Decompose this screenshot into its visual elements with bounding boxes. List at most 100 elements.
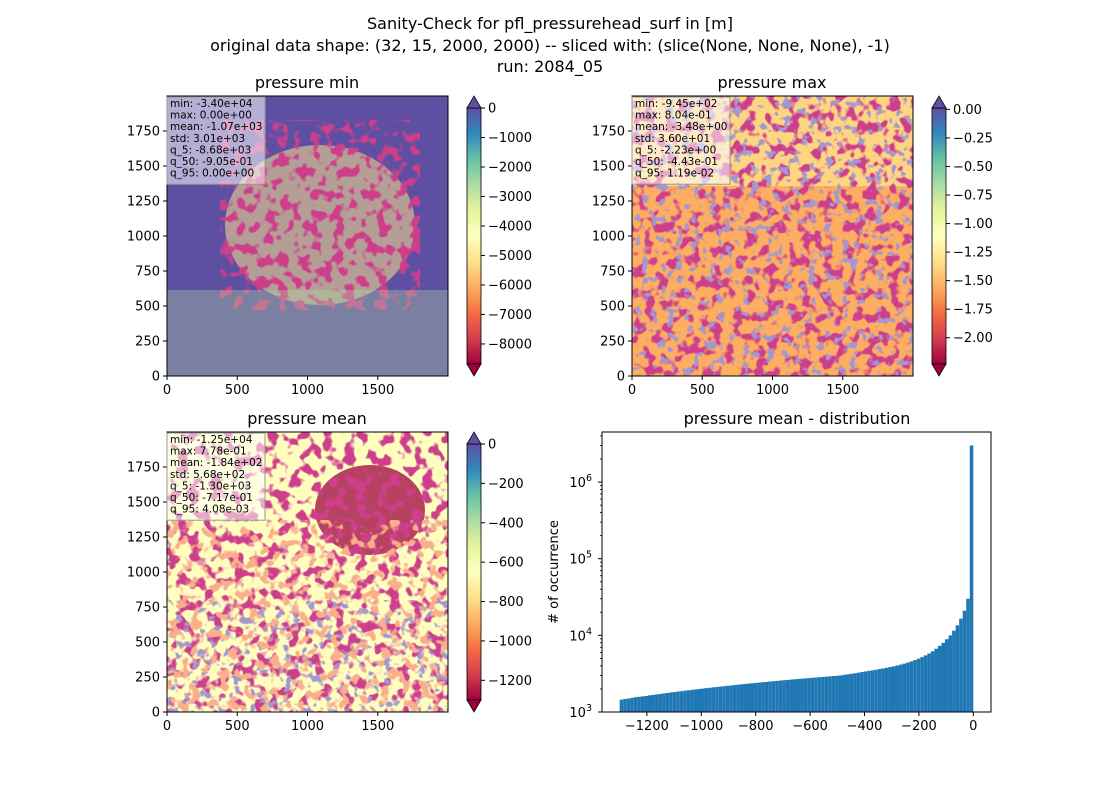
colorbar-tick-label: −2000	[488, 160, 532, 175]
histogram-bar	[831, 675, 836, 712]
stats-line: std: 5.68e+02	[170, 469, 245, 481]
colorbar-extend-max	[466, 95, 482, 109]
histogram-bar	[655, 694, 659, 712]
colorbar-tick-label: −4000	[488, 219, 532, 234]
histogram-bar	[690, 689, 694, 712]
figure-title-line: Sanity-Check for pfl_pressurehead_surf i…	[367, 14, 733, 34]
y-tick-label: 105	[569, 550, 592, 568]
colorbar-tick-label: −0.75	[953, 189, 993, 204]
y-tick-label: 1000	[127, 230, 160, 245]
histogram-bar	[792, 679, 797, 712]
histogram-bar	[651, 694, 656, 712]
pressure-mean-panel: pressure mean 0 500 1000 1500 0 250 500 750 1000…	[127, 409, 532, 734]
histogram-bar	[626, 698, 631, 712]
stats-line: q_50: -7.17e-01	[170, 492, 253, 504]
colorbar-tick-label: −1000	[488, 634, 532, 649]
colorbar-tick-label: −1200	[488, 674, 532, 689]
y-tick-label: 1750	[127, 125, 160, 140]
colorbar-tick-label: −3000	[488, 190, 532, 205]
histogram-bar	[870, 670, 875, 712]
stats-line: min: -9.45e+02	[635, 98, 717, 110]
stats-line: q_5: -8.68e+03	[170, 144, 251, 156]
stats-line: q_50: -4.43e-01	[635, 156, 718, 168]
histogram-bar	[803, 678, 808, 712]
histogram-bar	[817, 677, 822, 712]
histogram-bar	[729, 685, 733, 712]
y-axis-label: # of occurrence	[547, 520, 562, 624]
x-tick-label: 1500	[826, 383, 859, 398]
colorbar-tick-label: −2.00	[953, 331, 993, 346]
x-tick-label: 500	[690, 383, 715, 398]
histogram-bar	[853, 673, 857, 712]
histogram-bar	[916, 658, 921, 712]
histogram-bar	[888, 667, 892, 712]
y-tick-label: 1250	[127, 195, 160, 210]
histogram-bar	[754, 682, 758, 712]
histogram-bar	[743, 683, 747, 712]
colorbar-tick-label: 0	[488, 102, 496, 117]
colorbar-tick-label: −6000	[488, 278, 532, 293]
panel-title: pressure max	[717, 73, 826, 92]
histogram-bar	[764, 681, 769, 712]
histogram-bar	[959, 618, 963, 712]
histogram-bar	[810, 677, 815, 712]
histogram-bar	[768, 681, 772, 712]
colorbar-gradient	[466, 107, 482, 365]
histogram-bar	[934, 648, 938, 712]
colorbar-gradient	[931, 107, 947, 365]
histogram-bar	[962, 610, 967, 712]
histogram-bar	[676, 691, 680, 712]
histogram-bar	[711, 687, 716, 712]
y-tick-label: 0	[152, 370, 160, 385]
histogram-bar	[828, 676, 832, 712]
x-tick-label: 0	[969, 719, 977, 734]
histogram-bar	[701, 688, 705, 712]
histogram-bar	[856, 672, 861, 712]
histogram-bar	[927, 653, 931, 712]
histogram-bar	[877, 669, 882, 712]
histogram-bar	[623, 698, 627, 712]
histogram-bar	[835, 675, 839, 712]
panel-title: pressure mean - distribution	[684, 409, 911, 428]
colorbar-gradient	[466, 443, 482, 701]
heatmap-speckle	[167, 290, 448, 376]
y-tick-label: 750	[135, 265, 160, 280]
histogram-bar	[630, 697, 634, 712]
stats-line: q_95: 4.08e-03	[170, 504, 249, 516]
y-tick-label: 500	[135, 636, 160, 651]
figure-title-line: run: 2084_05	[497, 57, 603, 77]
x-tick-label: 1500	[361, 719, 394, 734]
y-tick-label: 500	[135, 300, 160, 315]
histogram-bar	[860, 672, 864, 712]
colorbar-tick-label: −5000	[488, 249, 532, 264]
y-tick-label: 1750	[592, 125, 625, 140]
histogram-bar	[693, 689, 698, 712]
stats-line: q_5: -1.30e+03	[170, 480, 251, 492]
colorbar-extend-max	[466, 431, 482, 445]
histogram-bar	[789, 679, 793, 712]
heatmap-image	[167, 96, 448, 376]
histogram-bar	[909, 661, 914, 712]
histogram-bar	[658, 693, 663, 712]
y-tick-label: 1250	[592, 195, 625, 210]
histogram-bar	[746, 683, 751, 712]
stats-line: max: 0.00e+00	[170, 110, 252, 122]
x-tick-label: 0	[163, 383, 171, 398]
y-tick-label: 104	[569, 626, 592, 644]
histogram-bar	[640, 696, 645, 712]
colorbar-tick-label: −7000	[488, 308, 532, 323]
histogram-bar	[952, 630, 956, 712]
stats-box-background	[631, 96, 731, 185]
distribution-panel: pressure mean - distribution −1200 −1000−…	[547, 409, 992, 734]
colorbar-tick-label: −1.75	[953, 303, 993, 318]
stats-line: q_95: 0.00e+00	[170, 168, 254, 180]
histogram-bar	[761, 682, 765, 712]
colorbar-tick-label: −1.00	[953, 217, 993, 232]
histogram-bar	[923, 655, 928, 712]
histogram-bar	[895, 665, 900, 712]
histogram-bar	[697, 688, 702, 712]
histogram-bar	[807, 678, 811, 712]
histogram-bar	[686, 690, 691, 712]
